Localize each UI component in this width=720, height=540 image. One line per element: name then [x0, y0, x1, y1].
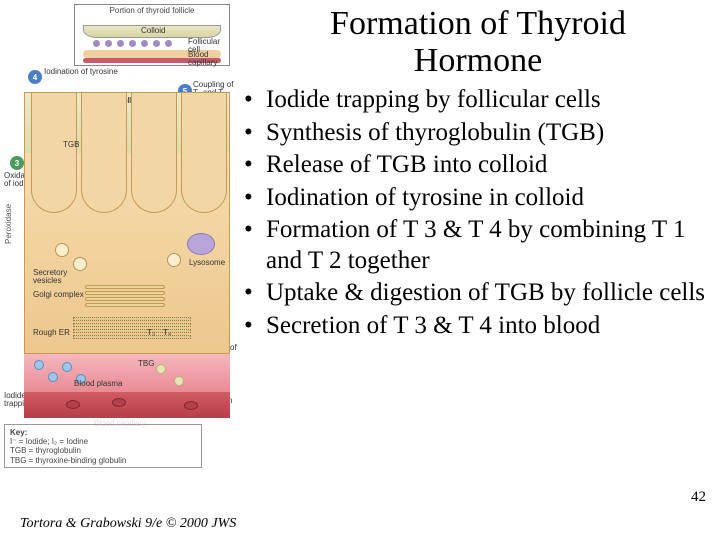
title-line-2: Hormone	[414, 42, 542, 79]
bullet-item: Formation of T 3 & T 4 by combining T 1 …	[240, 215, 716, 276]
step-4-label: Iodination of tyrosine	[44, 68, 118, 76]
blood-plasma-label: Blood plasma	[74, 380, 122, 388]
cell-finger-4	[181, 93, 227, 213]
rough-er-label: Rough ER	[33, 329, 70, 337]
key-line-3: TBG = thyroxine-binding globulin	[10, 456, 126, 465]
iodide-dot	[62, 362, 72, 372]
key-line-2: TGB = thyroglobulin	[10, 446, 81, 455]
follicular-cell-block: Colloid TGB Secretory vesicles Lysosome …	[24, 92, 230, 354]
follicle-inset: Portion of thyroid follicle Colloid Foll…	[74, 4, 230, 66]
bullet-item: Iodide trapping by follicular cells	[240, 85, 716, 116]
inset-caption: Portion of thyroid follicle	[75, 7, 229, 15]
key-box: Key: I⁻ = Iodide; I₂ = Iodine TGB = thyr…	[4, 424, 202, 468]
bullet-list: Iodide trapping by follicular cells Synt…	[240, 85, 716, 341]
golgi-label: Golgi complex	[33, 291, 84, 299]
rbc	[184, 401, 198, 410]
thyroid-formation-figure: Portion of thyroid follicle Colloid Foll…	[4, 4, 234, 504]
inset-capillary-label: Blood capillary	[188, 51, 229, 68]
lysosome-shape	[187, 233, 215, 255]
tbg-dot	[156, 364, 166, 374]
inset-follicular-nuclei	[93, 40, 172, 47]
rbc	[66, 400, 80, 409]
text-column: Formation of Thyroid Hormone Iodide trap…	[240, 6, 716, 343]
iodide-dot	[34, 360, 44, 370]
t4-internal-label: T₄	[163, 329, 171, 337]
cell-finger-3	[131, 93, 177, 213]
vesicle-3	[167, 253, 181, 267]
bullet-item: Release of TGB into colloid	[240, 150, 716, 181]
secretory-vesicle-label: Secretory vesicles	[33, 269, 77, 286]
step-4-circle: 4	[28, 70, 42, 84]
bullet-item: Synthesis of thyroglobulin (TGB)	[240, 118, 716, 149]
blood-capillary	[24, 392, 230, 418]
blood-plasma	[24, 354, 230, 392]
bullet-item: Uptake & digestion of TGB by follicle ce…	[240, 278, 716, 309]
tbg-plasma-label: TBG	[138, 360, 154, 368]
key-line-1: I⁻ = Iodide; I₂ = Iodine	[10, 437, 88, 446]
figure-column: Portion of thyroid follicle Colloid Foll…	[4, 4, 234, 504]
key-heading: Key:	[10, 428, 27, 437]
slide: Portion of thyroid follicle Colloid Foll…	[0, 0, 720, 540]
t3-internal-label: T₃	[147, 329, 155, 337]
golgi-complex	[85, 283, 165, 311]
iodide-dot	[48, 372, 58, 382]
vesicle-1	[55, 243, 69, 257]
tgb-colloid-label: TGB	[63, 141, 79, 149]
attribution: Tortora & Grabowski 9/e © 2000 JWS	[20, 516, 236, 532]
lysosome-label: Lysosome	[189, 259, 225, 267]
cell-finger-2	[81, 93, 127, 213]
rough-er	[73, 315, 191, 345]
rbc	[112, 398, 126, 407]
inset-colloid-label: Colloid	[141, 27, 165, 35]
peroxidase-label: Peroxidase	[4, 154, 18, 294]
title-line-1: Formation of Thyroid	[330, 5, 626, 42]
tbg-dot	[174, 376, 184, 386]
bullet-item: Secretion of T 3 & T 4 into blood	[240, 311, 716, 342]
page-number: 42	[691, 489, 706, 506]
slide-title: Formation of Thyroid Hormone	[240, 6, 716, 79]
cell-finger-1	[31, 93, 77, 213]
bullet-item: Iodination of tyrosine in colloid	[240, 183, 716, 214]
